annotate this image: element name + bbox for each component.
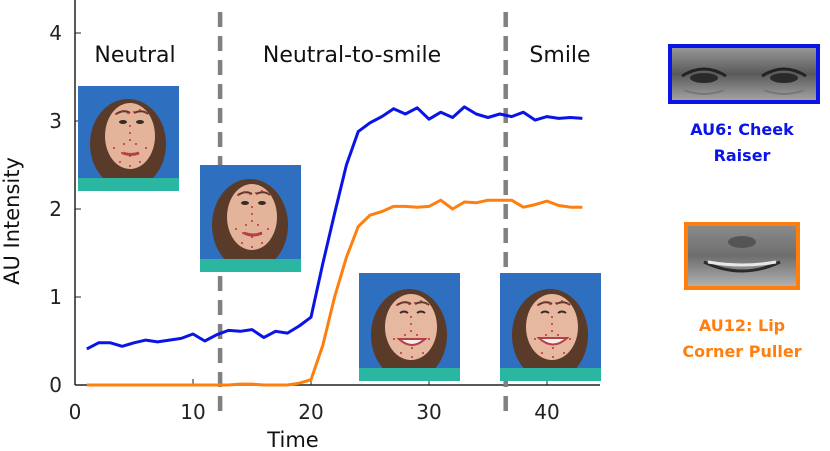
x-ticks: 0 10 20 30 40 bbox=[69, 379, 560, 424]
x-tick-label: 30 bbox=[416, 400, 441, 424]
au6-eye-region-image bbox=[668, 44, 820, 104]
x-axis-title: Time bbox=[266, 428, 318, 451]
face-thumbnail-smile-start bbox=[359, 273, 460, 381]
au6-label-line2: Raiser bbox=[714, 146, 771, 165]
y-tick-label: 1 bbox=[49, 285, 62, 309]
x-tick-label: 10 bbox=[180, 400, 205, 424]
x-tick-label: 0 bbox=[69, 400, 82, 424]
phase-label-smile: Smile bbox=[529, 43, 590, 68]
x-tick-label: 40 bbox=[534, 400, 559, 424]
face-thumbnail-transition bbox=[200, 165, 301, 272]
y-tick-label: 0 bbox=[49, 373, 62, 397]
au6-label-line1: AU6: Cheek bbox=[690, 120, 794, 139]
y-ticks: 0 1 2 3 4 bbox=[49, 21, 81, 397]
au12-label-line2: Corner Puller bbox=[682, 342, 801, 361]
face-thumbnail-smile bbox=[500, 273, 601, 381]
y-tick-label: 4 bbox=[49, 21, 62, 45]
series-line-au6 bbox=[86, 105, 583, 351]
phase-label-neutral-to-smile: Neutral-to-smile bbox=[263, 43, 441, 68]
face-thumbnail-neutral bbox=[78, 86, 179, 191]
series-line-au12 bbox=[86, 198, 583, 387]
phase-label-neutral: Neutral bbox=[94, 43, 175, 68]
y-tick-label: 2 bbox=[49, 197, 62, 221]
y-tick-label: 3 bbox=[49, 109, 62, 133]
au12-mouth-region-image bbox=[684, 222, 800, 290]
y-axis-title: AU Intensity bbox=[0, 157, 24, 285]
x-tick-label: 20 bbox=[298, 400, 323, 424]
au12-label-line1: AU12: Lip bbox=[699, 316, 785, 335]
